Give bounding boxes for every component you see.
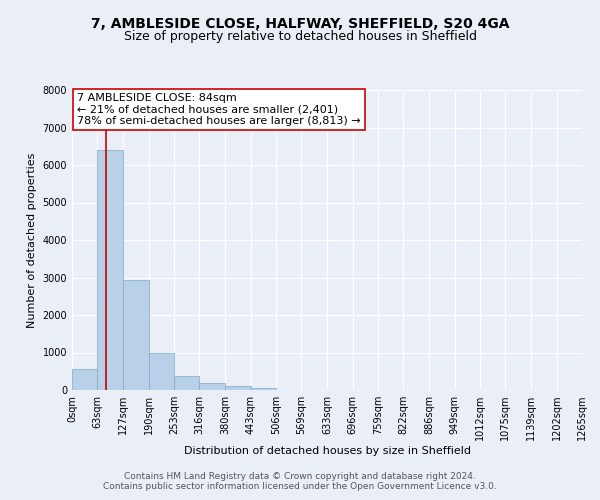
- Bar: [97, 150, 123, 390]
- Bar: [251, 388, 276, 390]
- Bar: [174, 376, 199, 390]
- Text: Contains HM Land Registry data © Crown copyright and database right 2024.: Contains HM Land Registry data © Crown c…: [124, 472, 476, 481]
- Bar: [72, 370, 97, 390]
- Bar: [199, 383, 225, 390]
- X-axis label: Distribution of detached houses by size in Sheffield: Distribution of detached houses by size …: [184, 446, 470, 456]
- Text: Size of property relative to detached houses in Sheffield: Size of property relative to detached ho…: [124, 30, 476, 43]
- Bar: [149, 353, 174, 390]
- Y-axis label: Number of detached properties: Number of detached properties: [27, 152, 37, 328]
- Bar: [225, 386, 251, 390]
- Bar: [123, 280, 149, 390]
- Text: 7 AMBLESIDE CLOSE: 84sqm
← 21% of detached houses are smaller (2,401)
78% of sem: 7 AMBLESIDE CLOSE: 84sqm ← 21% of detach…: [77, 93, 361, 126]
- Text: 7, AMBLESIDE CLOSE, HALFWAY, SHEFFIELD, S20 4GA: 7, AMBLESIDE CLOSE, HALFWAY, SHEFFIELD, …: [91, 18, 509, 32]
- Text: Contains public sector information licensed under the Open Government Licence v3: Contains public sector information licen…: [103, 482, 497, 491]
